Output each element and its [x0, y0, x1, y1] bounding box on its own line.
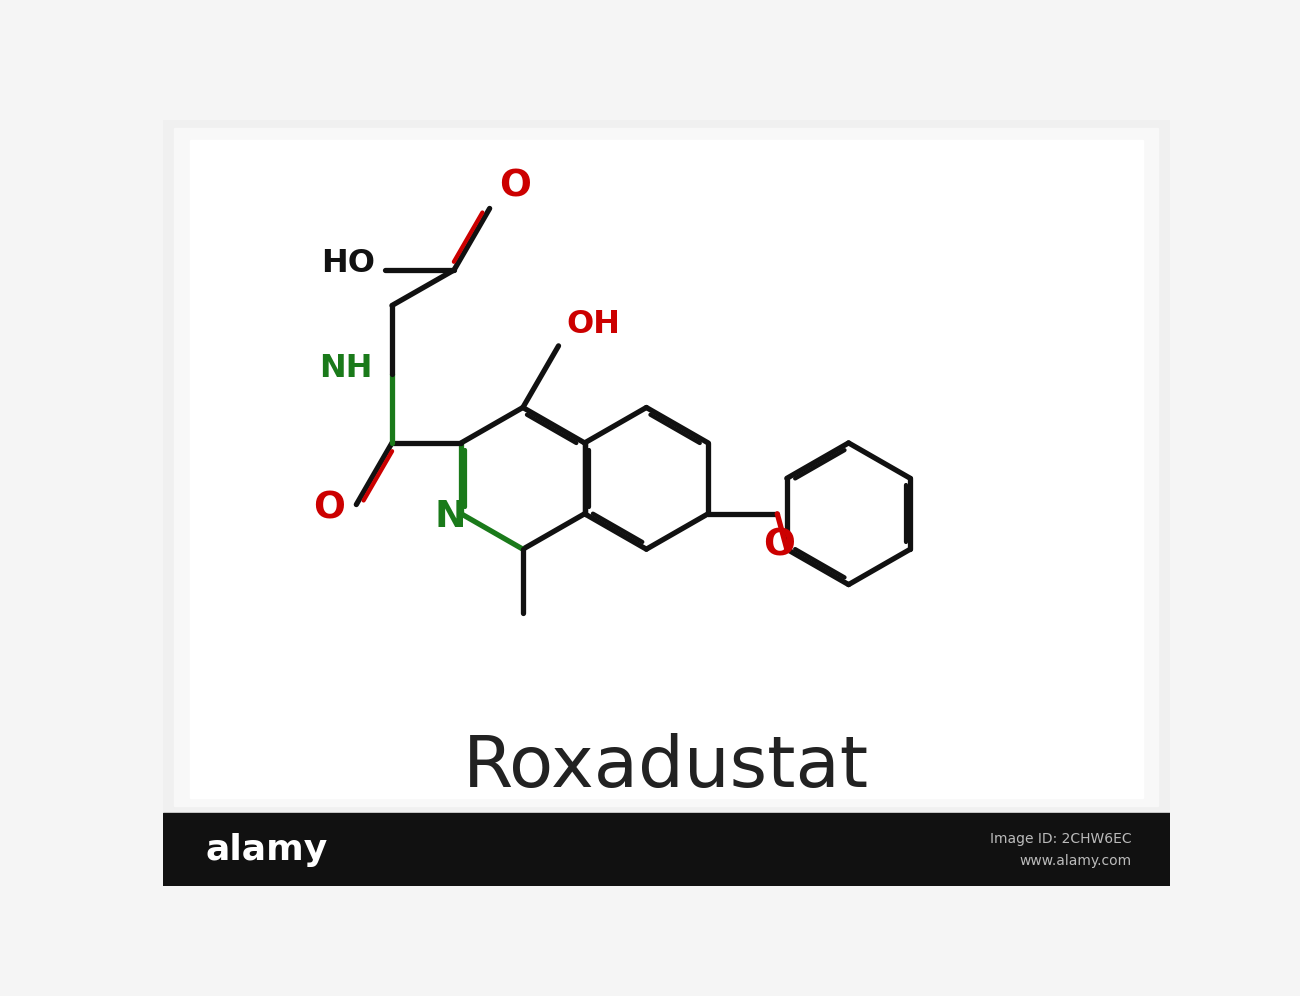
Bar [162, 814, 1170, 886]
Text: alamy: alamy [205, 834, 328, 868]
Text: N: N [434, 499, 465, 535]
Bar [174, 128, 1158, 806]
Text: HO: HO [321, 248, 376, 280]
Text: Roxadustat: Roxadustat [463, 733, 870, 802]
Bar [190, 139, 1143, 798]
Text: www.alamy.com: www.alamy.com [1019, 854, 1131, 869]
Text: OH: OH [567, 309, 620, 340]
Text: Image ID: 2CHW6EC: Image ID: 2CHW6EC [989, 833, 1131, 847]
Text: NH: NH [318, 353, 373, 383]
Text: O: O [499, 168, 530, 204]
Text: O: O [763, 528, 794, 564]
Text: O: O [313, 490, 345, 527]
